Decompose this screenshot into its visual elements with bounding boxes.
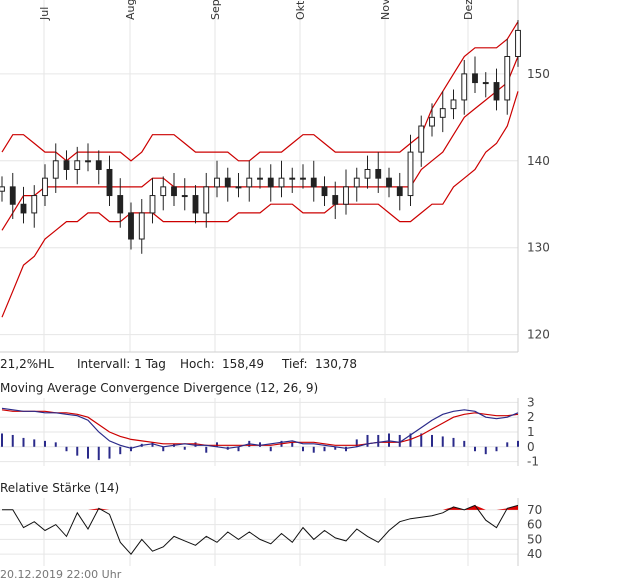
candle-body xyxy=(418,125,425,153)
candle-body xyxy=(300,177,306,180)
macd-tick-label: -1 xyxy=(527,455,539,469)
candle-body xyxy=(515,29,521,57)
interval-label: Intervall: 1 Tag xyxy=(77,357,166,371)
candle-body xyxy=(203,186,210,214)
candle-body xyxy=(31,195,38,214)
price-tick-label: 120 xyxy=(527,328,550,342)
candle-body xyxy=(353,177,360,188)
candle-body xyxy=(117,195,124,214)
candle-body xyxy=(343,186,349,205)
macd-tick-label: 1 xyxy=(527,425,535,439)
low-value: 130,78 xyxy=(315,357,357,371)
candle-body xyxy=(149,195,156,214)
candle-body xyxy=(160,186,167,197)
month-label: Nov xyxy=(379,0,392,20)
macd-line xyxy=(1,407,519,449)
candle-body xyxy=(181,195,188,198)
high-value: 158,49 xyxy=(222,357,264,371)
candle-body xyxy=(224,177,231,188)
high-label: Hoch: xyxy=(180,357,215,371)
month-label: Aug xyxy=(124,0,137,20)
macd-tick-label: 0 xyxy=(527,440,535,454)
candle-body xyxy=(504,55,511,101)
bollinger-lower-line xyxy=(1,91,519,318)
candle-body xyxy=(493,82,500,101)
candle-body xyxy=(472,73,478,84)
price-panel: 120 130 140 150 Jul Aug Sep Okt Nov Dez xyxy=(0,0,550,353)
candle-body xyxy=(364,168,371,179)
candle-body xyxy=(429,116,435,127)
macd-tick-label: 3 xyxy=(527,395,535,409)
candle-body xyxy=(9,186,16,205)
bollinger-upper-line xyxy=(1,21,519,162)
candle-body xyxy=(42,177,48,197)
candle-body xyxy=(235,186,242,189)
month-label: Jul xyxy=(38,7,51,21)
candle-body xyxy=(310,177,317,188)
month-label: Sep xyxy=(209,0,222,20)
rsi-title: Relative Stärke (14) xyxy=(0,481,120,495)
candle-body xyxy=(332,195,339,205)
candle-body xyxy=(85,160,91,163)
rsi-overbought-fill xyxy=(88,508,99,510)
candle-body xyxy=(375,168,382,179)
candle-body xyxy=(74,160,81,170)
candle-body xyxy=(450,99,457,110)
candle-body xyxy=(106,168,113,197)
candle-body xyxy=(386,177,392,188)
candle-body xyxy=(461,73,468,101)
candle-body xyxy=(52,160,59,179)
candle-body xyxy=(192,195,199,214)
candle-body xyxy=(396,186,403,197)
candle-body xyxy=(407,151,414,197)
rsi-tick-label: 50 xyxy=(527,532,542,546)
candle-body xyxy=(95,160,102,170)
macd-tick-label: 2 xyxy=(527,410,535,424)
candle-body xyxy=(289,177,296,180)
candle-body xyxy=(321,186,328,197)
candle-body xyxy=(214,177,220,188)
rsi-overbought-fill xyxy=(496,508,508,510)
rsi-tick-label: 40 xyxy=(527,547,542,561)
macd-title: Moving Average Convergence Divergence (1… xyxy=(0,381,319,395)
rsi-tick-label: 70 xyxy=(527,503,542,517)
low-label: Tief: xyxy=(282,357,308,371)
candle-body xyxy=(278,177,285,188)
candle-body xyxy=(257,177,263,180)
candle-body xyxy=(246,177,253,188)
month-label: Okt xyxy=(294,0,307,20)
candle-body xyxy=(128,212,134,240)
rsi-tick-label: 60 xyxy=(527,518,542,532)
price-tick-label: 130 xyxy=(527,241,550,255)
price-tick-label: 140 xyxy=(527,154,550,168)
month-label: Dez xyxy=(462,0,475,20)
candle-body xyxy=(63,160,70,170)
candle-body xyxy=(0,186,5,192)
candle-body xyxy=(138,212,145,240)
candle-body xyxy=(482,82,489,85)
candle-body xyxy=(171,186,177,197)
candle-body xyxy=(267,177,274,188)
price-tick-label: 150 xyxy=(527,67,550,81)
range-label: 21,2%HL xyxy=(0,357,54,371)
candle-body xyxy=(439,108,446,118)
timestamp: 20.12.2019 22:00 Uhr xyxy=(0,568,122,581)
rsi-overbought-fill xyxy=(442,506,454,510)
rsi-line xyxy=(2,504,519,555)
candle-body xyxy=(20,203,27,214)
